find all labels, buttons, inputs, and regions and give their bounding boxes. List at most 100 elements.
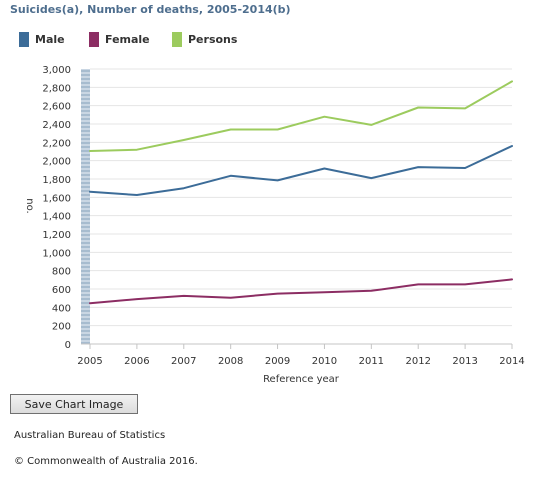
y-axis-strip-dash [81, 86, 90, 88]
y-axis-strip-dash [81, 250, 90, 252]
y-axis-strip-dash [81, 78, 90, 80]
y-axis-strip-dash [81, 82, 90, 84]
y-axis-strip-dash [81, 262, 90, 264]
y-axis-strip-dash [81, 150, 90, 152]
y-axis-strip-dash [81, 330, 90, 332]
y-axis-strip-dash [81, 234, 90, 236]
y-tick-label: 800 [52, 267, 71, 278]
y-axis-strip-dash [81, 258, 90, 260]
y-axis-strip-dash [81, 138, 90, 140]
legend-swatch-male [19, 32, 29, 47]
source-text: Australian Bureau of Statistics [14, 430, 166, 441]
y-axis-strip-dash [81, 222, 90, 224]
y-tick-label: 2,600 [42, 102, 71, 113]
y-tick-label: 1,200 [42, 230, 71, 241]
copyright-text: © Commonwealth of Australia 2016. [14, 456, 198, 467]
y-tick-label: 2,400 [42, 120, 71, 131]
y-axis-strip-dash [81, 306, 90, 308]
line-series-persons [89, 80, 513, 152]
y-axis-strip-dash [81, 70, 90, 72]
y-axis-strip-dash [81, 118, 90, 120]
y-axis-strip-dash [81, 146, 90, 148]
y-axis-strip-dash [81, 126, 90, 128]
y-axis-strip-dash [81, 94, 90, 96]
y-axis-title: no. [24, 198, 35, 213]
y-axis-strip-pattern [81, 70, 90, 344]
y-axis-strip-dash [81, 202, 90, 204]
y-axis-strip-dash [81, 246, 90, 248]
x-axis-title: Reference year [263, 374, 340, 385]
y-tick-label: 2,800 [42, 83, 71, 94]
y-axis-strip-dash [81, 318, 90, 320]
x-tick-label: 2009 [265, 356, 290, 367]
chart-title: Suicides(a), Number of deaths, 2005-2014… [10, 3, 291, 16]
legend-label-female: Female [105, 33, 150, 46]
y-axis-strip-dash [81, 210, 90, 212]
y-tick-label: 1,600 [42, 193, 71, 204]
y-tick-label: 600 [52, 285, 71, 296]
y-axis-strip-dash [81, 290, 90, 292]
y-axis-strip-dash [81, 154, 90, 156]
y-axis-strip-dash [81, 274, 90, 276]
y-tick-label: 1,800 [42, 175, 71, 186]
y-axis-strip-dash [81, 102, 90, 104]
y-axis-strip-dash [81, 178, 90, 180]
y-axis-strip-dash [81, 310, 90, 312]
legend-swatch-persons [172, 32, 182, 47]
y-tick-label: 3,000 [42, 65, 71, 76]
y-axis-strip-dash [81, 166, 90, 168]
x-tick-label: 2011 [359, 356, 384, 367]
y-axis-strip-dash [81, 334, 90, 336]
y-axis-strip-dash [81, 186, 90, 188]
y-axis-strip-dash [81, 110, 90, 112]
y-axis-strip-dash [81, 182, 90, 184]
x-tick-label: 2006 [124, 356, 149, 367]
x-tick-label: 2008 [218, 356, 243, 367]
line-series-female [89, 278, 513, 305]
x-tick-label: 2007 [171, 356, 196, 367]
y-axis-strip-dash [81, 266, 90, 268]
y-axis-strip-dash [81, 122, 90, 124]
y-tick-label: 200 [52, 322, 71, 333]
y-axis-strip-dash [81, 206, 90, 208]
y-tick-label: 2,000 [42, 157, 71, 168]
y-axis-strip-dash [81, 242, 90, 244]
y-axis-strip-dash [81, 230, 90, 232]
y-tick-label: 1,400 [42, 212, 71, 223]
y-axis-strip-dash [81, 270, 90, 272]
y-axis-strip-dash [81, 294, 90, 296]
save-chart-image-button[interactable]: Save Chart Image [10, 394, 138, 414]
y-axis-strip-dash [81, 254, 90, 256]
y-axis-strip-dash [81, 322, 90, 324]
y-axis-strip-dash [81, 286, 90, 288]
y-axis-strip-dash [81, 326, 90, 328]
y-tick-label: 1,000 [42, 248, 71, 259]
legend-label-persons: Persons [188, 33, 238, 46]
y-axis-strip-dash [81, 74, 90, 76]
y-axis-strip-dash [81, 174, 90, 176]
y-axis-strip-dash [81, 90, 90, 92]
y-axis-strip-dash [81, 314, 90, 316]
y-tick-label: 0 [65, 340, 71, 351]
y-axis-strip-dash [81, 278, 90, 280]
y-axis-strip-dash [81, 298, 90, 300]
y-axis-strip-dash [81, 238, 90, 240]
y-axis-strip-dash [81, 134, 90, 136]
y-axis-strip-dash [81, 142, 90, 144]
y-axis-strip-dash [81, 194, 90, 196]
y-axis-strip-dash [81, 226, 90, 228]
y-axis-strip-dash [81, 98, 90, 100]
y-axis-strip-dash [81, 342, 90, 344]
x-tick-label: 2010 [312, 356, 337, 367]
y-tick-label: 400 [52, 303, 71, 314]
y-axis-strip-dash [81, 302, 90, 304]
legend-swatch-female [89, 32, 99, 47]
y-axis-strip-dash [81, 158, 90, 160]
x-tick-label: 2014 [499, 356, 524, 367]
x-tick-label: 2013 [452, 356, 477, 367]
legend-label-male: Male [35, 33, 65, 46]
y-axis-strip-dash [81, 338, 90, 340]
y-axis-strip-dash [81, 114, 90, 116]
x-tick-label: 2005 [77, 356, 102, 367]
y-axis-strip-dash [81, 162, 90, 164]
